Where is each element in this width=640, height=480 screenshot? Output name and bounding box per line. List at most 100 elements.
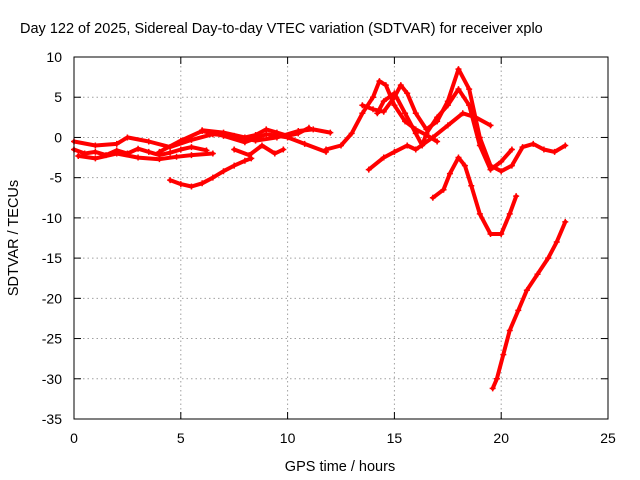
data-point [461,162,468,169]
data-point [124,134,131,141]
data-point [487,122,494,129]
data-point [280,146,287,153]
data-point [156,148,163,155]
data-point [551,148,558,155]
data-point [177,137,184,144]
data-point [359,102,366,109]
data-point [472,114,479,121]
data-point [145,148,152,155]
data-point [500,351,507,358]
y-tick-label: 10 [46,49,62,65]
data-point [209,174,216,181]
data-point [476,210,483,217]
data-point [562,218,569,225]
series-arc-3 [72,127,333,150]
data-point [513,193,520,200]
data-point [476,142,483,149]
data-point [423,130,430,137]
data-point [348,130,355,137]
data-point [310,126,317,133]
data-point [545,255,552,262]
data-point [444,102,451,109]
data-point [391,148,398,155]
x-tick-label: 5 [177,430,185,446]
data-point [455,86,462,93]
data-point [167,149,174,156]
grid [74,57,608,419]
data-point [92,155,99,162]
plot-frame [73,56,609,420]
data-point [188,183,195,190]
data-point [466,102,473,109]
data-point [382,82,389,89]
data-point [459,110,466,117]
data-point [487,230,494,237]
data-point [305,124,312,131]
y-tick-label: -10 [42,210,62,226]
data-point [455,154,462,161]
data-point [444,122,451,129]
data-point [498,230,505,237]
data-point [92,142,99,149]
data-point [429,134,436,141]
data-point [258,142,265,149]
data-point [391,90,398,97]
data-point [273,129,280,136]
data-point [468,182,475,189]
y-tick-label: 5 [54,89,62,105]
data-point [199,180,206,187]
data-point [252,132,259,139]
data-point [412,146,419,153]
data-point [429,194,436,201]
data-point [295,130,302,137]
data-point [135,145,142,152]
data-point [498,158,505,165]
y-tick-label: -5 [50,170,63,186]
data-point [188,144,195,151]
data-point [359,110,366,117]
data-point [220,168,227,175]
data-point [489,385,496,392]
data-point [523,287,530,294]
data-point [404,90,411,97]
data-point [404,142,411,149]
data-point [374,110,381,117]
series-arc-11 [366,111,493,172]
data-point [370,94,377,101]
data-point [113,140,120,147]
x-tick-label: 25 [600,430,616,446]
data-point [380,98,387,105]
data-point [540,146,547,153]
data-series [71,66,569,392]
x-tick-label: 20 [493,430,509,446]
y-tick-label: -15 [42,250,62,266]
data-point [376,78,383,85]
data-point [446,170,453,177]
data-point [177,146,184,153]
data-point [455,66,462,73]
series-arc-13 [490,219,568,391]
data-point [498,168,505,175]
series-arc-8 [324,79,440,152]
series-arc-9 [360,67,568,174]
data-point [209,150,216,157]
data-point [530,140,537,147]
data-point [75,152,82,159]
data-point [391,102,398,109]
y-tick-label: -35 [42,411,62,427]
data-point [199,127,206,134]
data-point [370,106,377,113]
data-point [263,126,270,133]
data-point [508,146,515,153]
data-point [434,114,441,121]
y-tick-label: 0 [54,129,62,145]
data-point [135,154,142,161]
data-point [167,177,174,184]
y-axis-label: SDTVAR / TECUs [6,180,22,296]
data-point [519,144,526,151]
data-point [466,86,473,93]
data-point [301,140,308,147]
data-point [113,150,120,157]
data-point [380,154,387,161]
